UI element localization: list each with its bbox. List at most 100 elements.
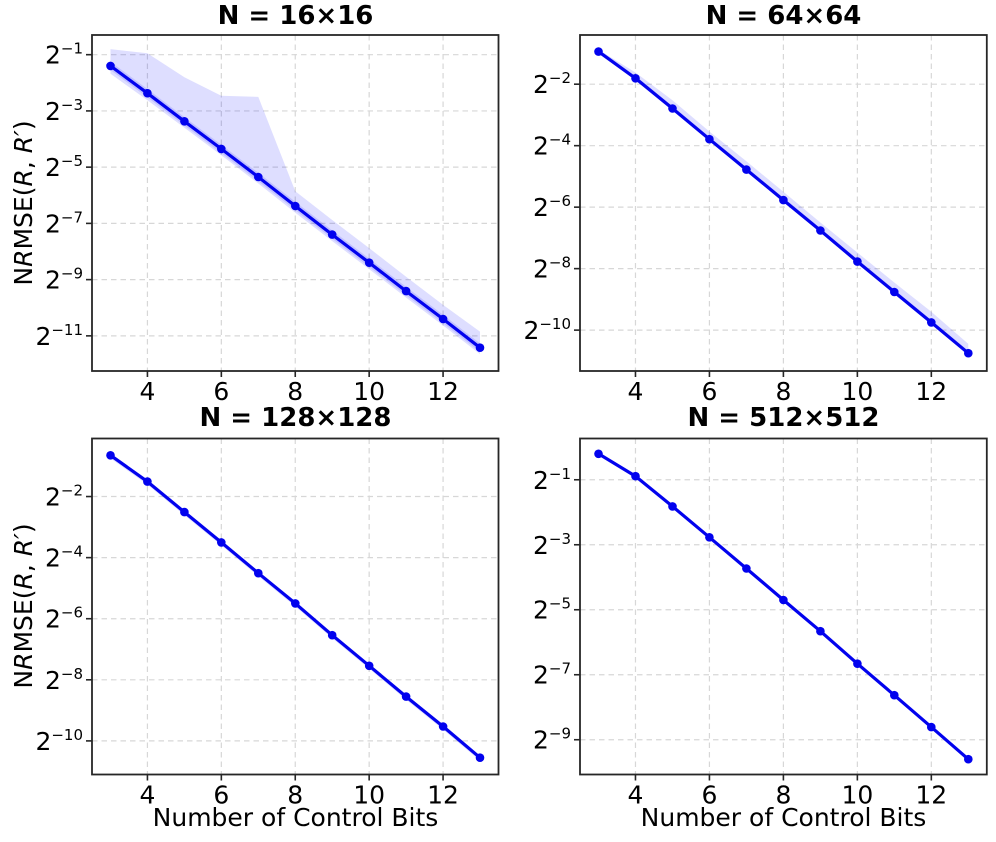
subplot-title-64x64: N = 64×64 (705, 1, 862, 31)
data-point (106, 451, 115, 460)
data-point (890, 287, 899, 297)
data-point (890, 690, 899, 700)
y-tick-label: 2−8 (45, 665, 83, 695)
data-point (668, 502, 677, 511)
subplot-title-16x16: N = 16×16 (217, 1, 374, 31)
y-tick-label: 2−10 (35, 726, 83, 756)
data-point (291, 201, 300, 211)
data-point (779, 195, 788, 205)
subplot-title-512x512: N = 512×512 (687, 403, 880, 433)
data-point (927, 318, 936, 327)
data-point (631, 471, 640, 481)
subplot-2: 4 6 8 10 12 2−2 2−4 2−6 2−8 2−10 (35, 437, 500, 810)
y-axis-label-bottom-left: NRMSE(R, R′) (9, 523, 38, 689)
x-tick-label: 12 (915, 781, 947, 810)
y-tick-label: 2−6 (45, 604, 83, 634)
subplot-0: 4 6 8 10 12 2−1 2−3 2−5 2−7 2−9 2−11 (35, 34, 500, 406)
data-point (742, 564, 751, 573)
data-point (438, 722, 448, 731)
data-point (816, 226, 825, 235)
confidence-band-outer (110, 453, 480, 761)
x-tick-label: 10 (841, 781, 873, 810)
subplot-title-128x128: N = 128×128 (199, 403, 392, 433)
data-point (106, 61, 115, 71)
data-point (779, 595, 788, 605)
data-point (668, 104, 677, 113)
data-point (705, 134, 714, 144)
data-point (180, 507, 189, 517)
y-tick-label: 2−1 (533, 465, 571, 495)
data-point (631, 74, 640, 83)
x-tick-label: 6 (701, 781, 717, 810)
y-tick-label: 2−3 (45, 96, 83, 126)
x-tick-label: 4 (139, 781, 155, 810)
x-tick-label: 12 (915, 377, 947, 406)
x-tick-label: 8 (775, 781, 791, 810)
data-point (438, 314, 448, 324)
data-point (401, 286, 411, 296)
x-tick-label: 12 (427, 781, 459, 810)
data-point (327, 630, 337, 640)
data-point (143, 88, 152, 98)
y-axis-label-top-left: NRMSE(R, R′) (9, 120, 38, 286)
data-point (364, 661, 374, 671)
subplot-3: 4 6 8 10 12 2−1 2−3 2−5 2−7 2−9 (533, 437, 988, 810)
x-tick-label: 8 (287, 781, 303, 810)
x-tick-label: 4 (628, 377, 644, 406)
data-point (927, 722, 936, 732)
y-tick-label: 2−6 (533, 192, 571, 222)
data-point (143, 477, 152, 486)
data-point (401, 692, 411, 701)
y-tick-label: 2−5 (45, 152, 83, 182)
data-point (364, 258, 374, 268)
x-tick-label: 8 (775, 377, 791, 406)
y-tick-label: 2−8 (533, 254, 571, 284)
data-point (253, 172, 263, 182)
y-tick-label: 2−5 (533, 595, 571, 625)
data-point (475, 753, 485, 762)
y-tick-label: 2−1 (45, 40, 83, 70)
x-tick-label: 4 (139, 377, 155, 406)
x-tick-label: 4 (628, 781, 644, 810)
data-point (742, 165, 751, 174)
data-point (964, 348, 973, 358)
y-tick-label: 2−9 (533, 725, 571, 755)
data-point (705, 533, 714, 542)
x-tick-label: 6 (213, 377, 229, 406)
data-point (594, 47, 603, 56)
x-tick-label: 10 (353, 781, 385, 810)
y-tick-label: 2−10 (523, 315, 571, 345)
data-point (327, 230, 337, 239)
data-point (816, 626, 825, 636)
x-axis-label-bottom-right: Number of Control Bits (640, 803, 927, 832)
data-point (594, 449, 603, 459)
data-point (217, 144, 226, 154)
y-tick-label: 2−7 (533, 660, 571, 690)
data-point (217, 538, 226, 547)
data-point (853, 257, 862, 266)
x-tick-label: 6 (213, 781, 229, 810)
x-axis-label-bottom-left: Number of Control Bits (152, 803, 439, 832)
x-tick-label: 10 (353, 377, 385, 406)
data-point (853, 659, 862, 668)
data-point (291, 599, 300, 608)
y-tick-label: 2−11 (35, 321, 83, 351)
y-tick-label: 2−7 (45, 208, 83, 238)
x-tick-label: 10 (841, 377, 873, 406)
data-point (253, 568, 263, 578)
x-tick-label: 6 (701, 377, 717, 406)
subplot-1: 4 6 8 10 12 2−2 2−4 2−6 2−8 2−10 (523, 34, 988, 406)
y-tick-label: 2−3 (533, 530, 571, 560)
x-tick-label: 8 (287, 377, 303, 406)
data-point (180, 117, 189, 126)
data-point (475, 343, 485, 353)
y-tick-label: 2−4 (45, 543, 83, 573)
x-tick-label: 12 (427, 377, 459, 406)
y-tick-label: 2−4 (533, 131, 571, 161)
y-tick-label: 2−2 (533, 69, 571, 99)
y-tick-label: 2−2 (45, 482, 83, 512)
data-point (964, 754, 973, 764)
y-tick-label: 2−9 (45, 265, 83, 295)
